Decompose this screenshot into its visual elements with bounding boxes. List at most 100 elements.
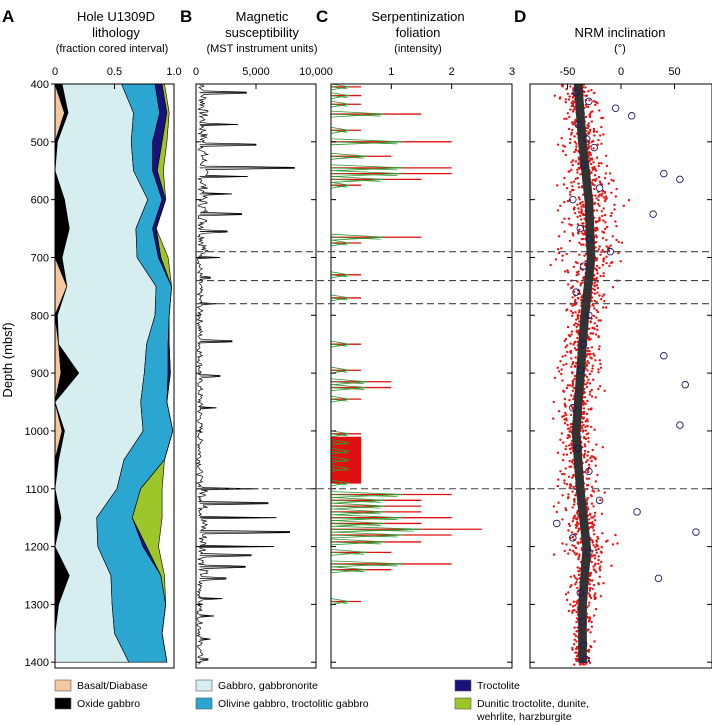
nrm-point <box>586 347 590 350</box>
nrm-core <box>574 389 584 393</box>
foliation-mean-30 <box>330 517 398 521</box>
nrm-point <box>586 459 589 462</box>
nrm-point <box>571 459 574 462</box>
nrm-point <box>592 490 596 493</box>
nrm-point <box>599 274 602 278</box>
nrm-point <box>593 557 597 560</box>
nrm-point <box>627 199 631 202</box>
nrm-point <box>587 408 590 411</box>
nrm-core <box>586 264 595 268</box>
nrm-point <box>567 591 570 594</box>
nrm-point <box>597 371 600 374</box>
nrm-core <box>578 625 587 629</box>
nrm-point <box>593 277 596 281</box>
nrm-point <box>554 258 558 261</box>
nrm-point <box>588 372 592 376</box>
nrm-point <box>566 269 569 272</box>
nrm-point <box>569 484 573 488</box>
nrm-point <box>593 354 596 357</box>
nrm-mean-circle-0 <box>572 88 580 97</box>
nrm-point <box>572 517 575 520</box>
nrm-core <box>577 130 586 134</box>
nrm-point <box>576 261 579 265</box>
nrm-point <box>570 104 573 108</box>
nrm-point <box>595 130 599 133</box>
nrm-point <box>581 430 585 433</box>
nrm-core <box>581 558 591 562</box>
nrm-point <box>565 598 569 602</box>
susceptibility-trace <box>196 84 295 665</box>
nrm-point <box>568 384 572 387</box>
nrm-point <box>570 133 573 136</box>
nrm-core <box>582 551 591 555</box>
nrm-point <box>585 498 589 502</box>
nrm-point <box>563 200 566 204</box>
foliation-mean-26 <box>330 494 398 497</box>
nrm-point <box>596 311 600 314</box>
nrm-point <box>557 410 561 413</box>
nrm-point <box>568 335 572 338</box>
nrm-core <box>581 537 590 541</box>
nrm-point <box>592 127 596 131</box>
nrm-core <box>581 306 590 309</box>
nrm-core <box>576 361 586 365</box>
nrm-point <box>573 150 576 154</box>
nrm-point <box>573 663 576 666</box>
nrm-point <box>597 547 600 551</box>
nrm-point <box>570 181 573 184</box>
nrm-point <box>571 382 575 385</box>
nrm-point <box>570 531 574 534</box>
nrm-point <box>582 243 585 246</box>
legend-swatch-olivine <box>195 697 213 710</box>
panel-c-title-line2: foliation <box>396 25 441 40</box>
nrm-point <box>595 209 599 212</box>
nrm-core <box>581 169 590 173</box>
nrm-point <box>589 111 593 114</box>
nrm-point <box>577 573 581 577</box>
nrm-point <box>569 190 572 194</box>
nrm-point <box>594 458 597 461</box>
nrm-core <box>585 269 595 272</box>
nrm-point <box>577 570 580 573</box>
nrm-core <box>574 396 583 400</box>
nrm-point <box>580 243 583 246</box>
nrm-point <box>575 655 579 658</box>
nrm-point <box>582 412 585 416</box>
nrm-point <box>564 405 567 408</box>
nrm-core <box>581 553 591 557</box>
nrm-core <box>575 481 585 485</box>
nrm-point <box>592 378 595 381</box>
nrm-point <box>600 194 603 197</box>
nrm-point <box>574 311 577 314</box>
nrm-point <box>588 587 592 590</box>
nrm-point <box>593 554 597 557</box>
nrm-point <box>617 240 620 244</box>
nrm-point <box>602 260 605 263</box>
nrm-point <box>580 296 583 299</box>
nrm-point <box>586 381 589 384</box>
nrm-point <box>565 413 568 417</box>
nrm-point <box>586 450 590 454</box>
nrm-point <box>590 485 594 489</box>
nrm-core <box>574 97 584 101</box>
nrm-point <box>564 346 567 349</box>
nrm-point <box>572 343 575 346</box>
foliation-mean-34 <box>330 541 381 545</box>
nrm-point <box>571 535 575 539</box>
nrm-point <box>561 379 564 382</box>
nrm-point <box>571 102 575 106</box>
nrm-point <box>569 193 572 196</box>
nrm-point <box>572 108 576 111</box>
foliation-mean-15 <box>330 343 348 347</box>
nrm-core <box>574 95 584 99</box>
nrm-point <box>583 452 587 455</box>
nrm-point <box>571 389 575 392</box>
nrm-core <box>586 262 595 266</box>
nrm-point <box>596 328 599 331</box>
nrm-point <box>598 567 601 570</box>
nrm-point <box>590 425 593 429</box>
nrm-point <box>563 422 567 425</box>
nrm-point <box>611 543 615 546</box>
nrm-point <box>617 251 620 255</box>
